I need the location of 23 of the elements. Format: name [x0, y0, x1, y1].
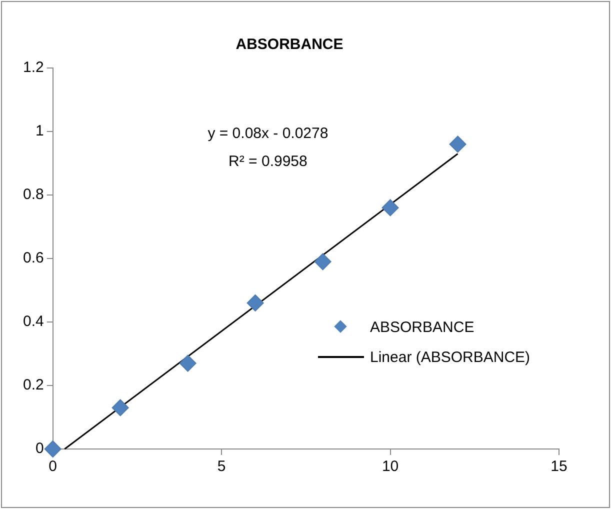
point	[179, 354, 196, 372]
point	[112, 399, 129, 416]
legend-label: ABSORBANCE	[370, 318, 474, 336]
y-tick-label: 1.2	[22, 59, 44, 76]
x-tick-label: 15	[550, 458, 568, 476]
y-tick-label: 0.8	[22, 186, 44, 204]
y-tick-label: 0.2	[22, 376, 44, 394]
point	[246, 294, 264, 312]
chart-title: ABSORBANCE	[236, 36, 344, 54]
annotation: R² = 0.9958	[228, 153, 308, 170]
x-tick-label: 5	[217, 458, 226, 476]
y-tick-label: 1	[36, 122, 44, 140]
y-tick-label: 0.6	[22, 250, 44, 267]
y-tick-label: 0.4	[22, 313, 44, 330]
point	[382, 199, 399, 216]
legend-label: Linear (ABSORBANCE)	[370, 348, 530, 366]
x-tick-label: 0	[48, 458, 58, 476]
point	[44, 440, 62, 458]
point	[314, 253, 332, 270]
y-tick-label: 0	[36, 440, 44, 458]
annotation: y = 0.08x - 0.0278	[208, 125, 328, 142]
x-tick-label: 10	[382, 458, 399, 476]
point	[449, 136, 466, 153]
